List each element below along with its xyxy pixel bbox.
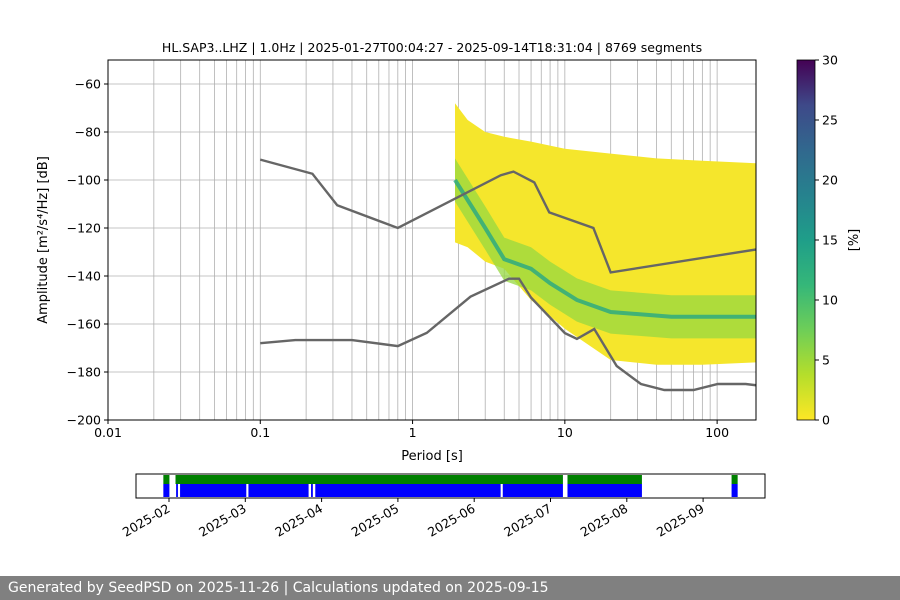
availability-blue-bar (163, 484, 170, 497)
y-tick-label: −140 (67, 269, 101, 284)
axes: 0.01 0.1 1 10 100 −60 −80 −100 −120 −140 −160 −180 −… (67, 77, 729, 441)
curve-nlnm (260, 277, 756, 392)
y-tick-label: −200 (67, 413, 101, 428)
x-tick-label: 1 (409, 425, 417, 440)
colorbar (796, 59, 816, 421)
y-tick-label: −120 (67, 221, 101, 236)
availability-green-bar (163, 475, 170, 484)
curve-nhnm (259, 158, 756, 274)
availability-blue-bar (502, 484, 563, 497)
colorbar-tick-label: 0 (822, 413, 830, 428)
colorbar-ticks: 0 5 10 15 20 25 30 (815, 53, 838, 428)
y-tick-label: −180 (67, 365, 101, 380)
availability-blue-bar (248, 484, 309, 497)
x-tick-label: 0.01 (94, 425, 122, 440)
date-tick-label: 2025-07 (501, 501, 554, 540)
availability-blue-bar (176, 484, 178, 497)
x-tick-label: 10 (557, 425, 573, 440)
y-axis-label: Amplitude [m²/s⁴/Hz] [dB] (36, 156, 51, 324)
colorbar-tick-label: 30 (822, 53, 838, 68)
psd-mode-line (453, 178, 756, 319)
availability-green-bar (731, 475, 738, 484)
date-tick-label: 2025-08 (578, 501, 631, 540)
date-tick-label: 2025-03 (196, 501, 249, 540)
availability-green-bar (175, 475, 563, 484)
colorbar-tick-label: 10 (822, 293, 838, 308)
footer-text: Generated by SeedPSD on 2025-11-26 | Cal… (8, 580, 549, 596)
colorbar-tick-label: 20 (822, 173, 838, 188)
availability-blue-bar (731, 484, 738, 497)
colorbar-tick-label: 5 (822, 353, 830, 368)
psd-chart: HL.SAP3..LHZ | 1.0Hz | 2025-01-27T00:04:… (36, 40, 862, 540)
y-tick-label: −100 (67, 173, 101, 188)
x-tick-label: 100 (705, 425, 729, 440)
noise-model-curves (259, 158, 756, 392)
x-axis-label: Period [s] (401, 449, 463, 464)
plot-frame (107, 59, 757, 421)
availability-blue-bar (567, 484, 642, 497)
footer: Generated by SeedPSD on 2025-11-26 | Cal… (0, 576, 900, 600)
date-tick-label: 2025-04 (272, 501, 325, 540)
y-tick-label: −160 (67, 317, 101, 332)
date-tick-label: 2025-05 (349, 501, 402, 540)
colorbar-tick-label: 15 (822, 233, 838, 248)
y-tick-label: −80 (75, 125, 101, 140)
colorbar-tick-label: 25 (822, 113, 838, 128)
date-tick-label: 2025-02 (120, 501, 173, 540)
chart-title: HL.SAP3..LHZ | 1.0Hz | 2025-01-27T00:04:… (162, 40, 702, 55)
date-tick-label: 2025-06 (425, 501, 478, 540)
availability-blue-bar (180, 484, 247, 497)
availability-blue-bar (315, 484, 501, 497)
y-tick-label: −60 (75, 77, 101, 92)
psd-mode-band (455, 158, 756, 339)
availability-blue-bar (311, 484, 313, 497)
psd-heatmap (453, 103, 756, 365)
availability-green-bar (567, 475, 642, 484)
colorbar-label: [%] (847, 229, 862, 252)
date-tick-label: 2025-09 (654, 501, 707, 540)
availability-strip: 2025-02 2025-03 2025-04 2025-05 2025-06 2025-… (120, 473, 766, 540)
x-tick-label: 0.1 (250, 425, 270, 440)
